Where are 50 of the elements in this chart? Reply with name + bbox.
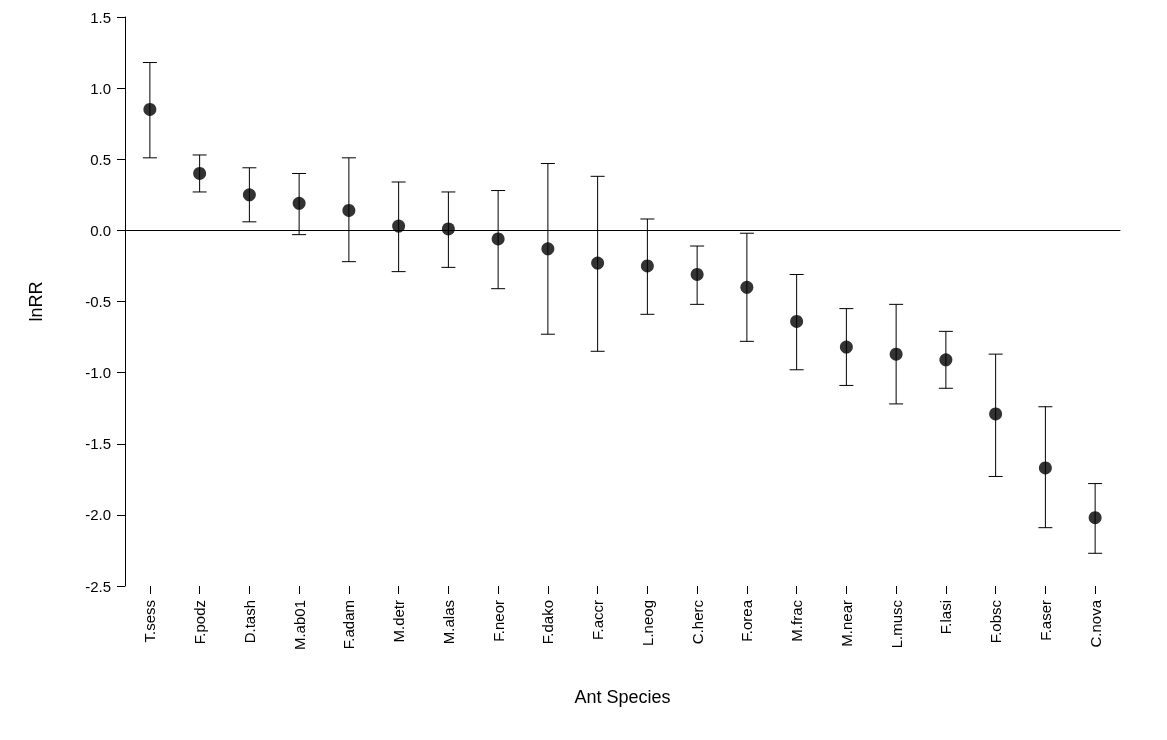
point: [790, 314, 804, 328]
point: [640, 259, 654, 273]
point: [989, 407, 1003, 421]
x-tick-label: C.nova: [1086, 599, 1104, 648]
y-tick-label: -2.0: [85, 506, 111, 524]
x-tick-label: F.orea: [738, 599, 756, 642]
x-tick-label: L.neog: [638, 600, 656, 646]
point: [1038, 461, 1052, 475]
point: [242, 188, 256, 202]
point: [889, 347, 903, 361]
x-tick-label: F.accr: [589, 600, 607, 641]
y-axis-title: lnRR: [26, 281, 46, 322]
x-tick-label: M.ab01: [290, 600, 308, 651]
x-tick-label: F.aser: [1036, 600, 1054, 641]
x-tick-label: F.obsc: [987, 599, 1005, 644]
y-tick-label: -1.0: [85, 364, 111, 382]
point: [143, 102, 157, 116]
x-tick-label: M.near: [837, 600, 855, 647]
point: [939, 353, 953, 367]
x-tick-label: M.frac: [788, 599, 806, 642]
x-tick-label: C.herc: [688, 599, 706, 645]
point: [491, 232, 505, 246]
x-tick-label: D.tash: [240, 600, 258, 644]
x-tick-label: F.dako: [539, 600, 557, 645]
y-tick-label: -1.5: [85, 435, 111, 453]
x-tick-label: F.lasi: [937, 600, 955, 635]
x-tick-label: F.podz: [191, 600, 209, 645]
y-tick-label: 0.0: [90, 221, 111, 239]
x-axis-title: Ant Species: [574, 687, 671, 707]
point: [1088, 511, 1102, 525]
y-tick-label: -0.5: [85, 293, 111, 310]
x-tick-label: M.alas: [439, 600, 457, 645]
point: [392, 219, 406, 233]
point: [740, 280, 754, 294]
x-tick-label: F.adam: [340, 600, 358, 650]
y-tick-label: 1.5: [90, 8, 111, 26]
y-tick-label: 1.0: [90, 79, 111, 97]
point: [541, 242, 555, 256]
y-tick-label: -2.5: [85, 577, 111, 595]
point: [839, 340, 853, 354]
x-tick-label: T.sess: [141, 600, 159, 643]
point: [193, 166, 207, 180]
point: [292, 196, 306, 210]
x-tick-label: F.neor: [489, 600, 507, 642]
point: [690, 267, 704, 281]
x-tick-label: M.detr: [390, 600, 408, 643]
y-tick-label: 0.5: [90, 150, 111, 168]
point: [591, 256, 605, 270]
x-tick-label: L.musc: [887, 599, 905, 649]
point: [342, 203, 356, 217]
